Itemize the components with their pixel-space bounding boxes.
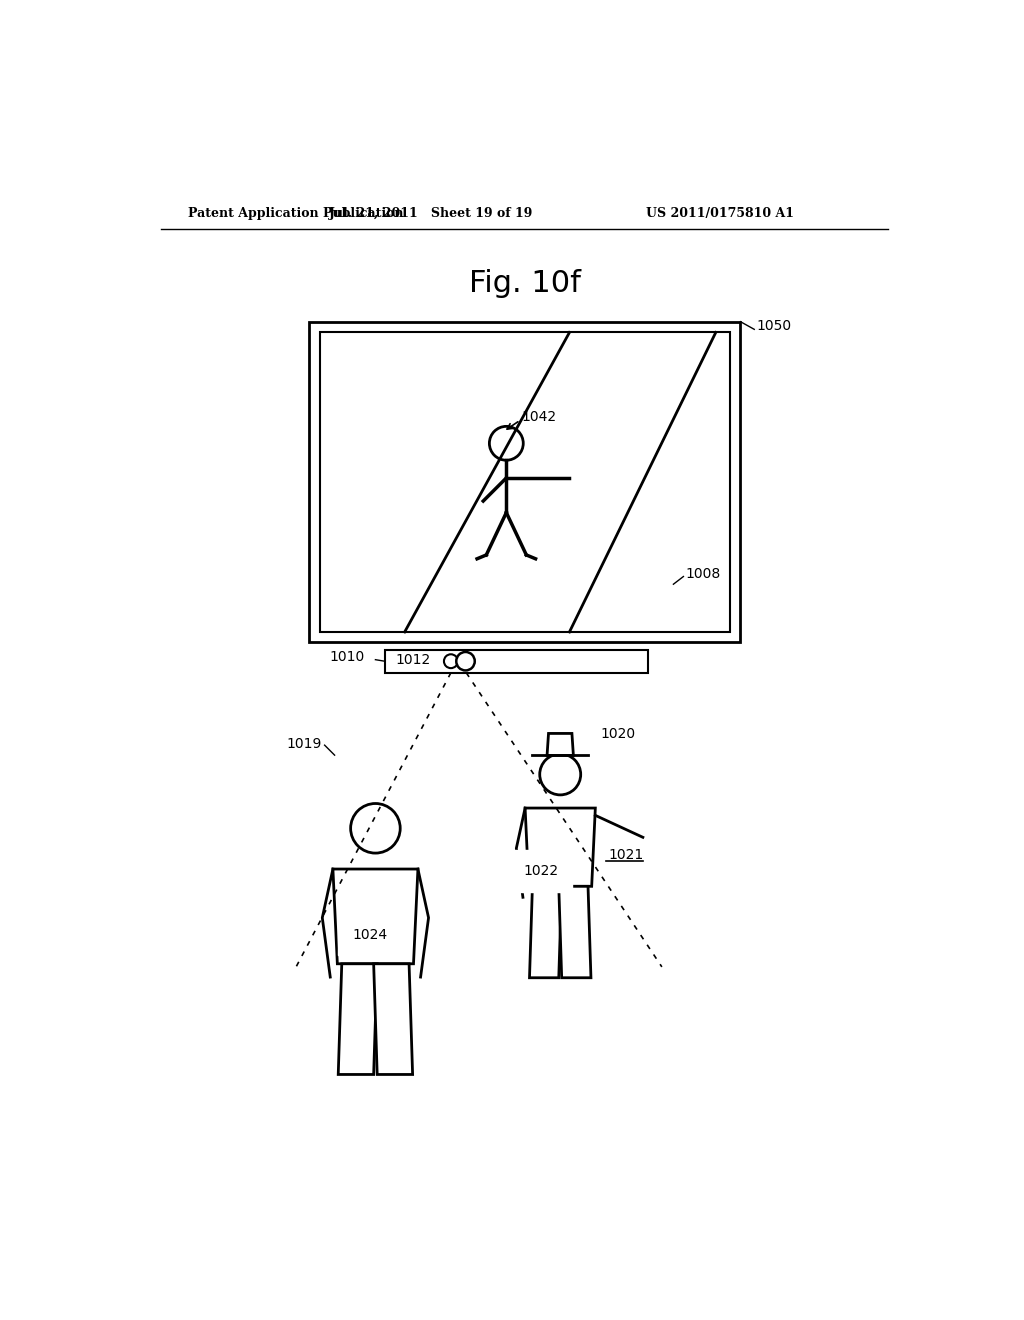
Polygon shape [525,808,595,886]
Text: US 2011/0175810 A1: US 2011/0175810 A1 [646,207,795,220]
Text: 1020: 1020 [600,727,635,742]
Circle shape [444,655,458,668]
Text: 1010: 1010 [330,651,365,664]
Polygon shape [529,886,562,978]
Polygon shape [333,869,418,964]
Text: 1012: 1012 [395,652,431,667]
Text: 1019: 1019 [286,737,322,751]
Text: Patent Application Publication: Patent Application Publication [188,207,403,220]
Text: Fig. 10f: Fig. 10f [469,269,581,297]
Text: 1008: 1008 [685,568,720,581]
Polygon shape [547,734,573,755]
Circle shape [457,652,475,671]
Text: Jul. 21, 2011   Sheet 19 of 19: Jul. 21, 2011 Sheet 19 of 19 [329,207,534,220]
Circle shape [540,754,581,795]
Text: 1050: 1050 [757,319,792,333]
Polygon shape [374,964,413,1074]
Polygon shape [559,886,591,978]
Polygon shape [385,649,648,673]
Circle shape [489,426,523,461]
Text: 1024: 1024 [352,928,387,941]
Circle shape [350,804,400,853]
Polygon shape [338,964,377,1074]
Text: 1042: 1042 [521,411,557,424]
Text: 1021: 1021 [608,849,643,862]
Text: 1022: 1022 [523,863,558,878]
